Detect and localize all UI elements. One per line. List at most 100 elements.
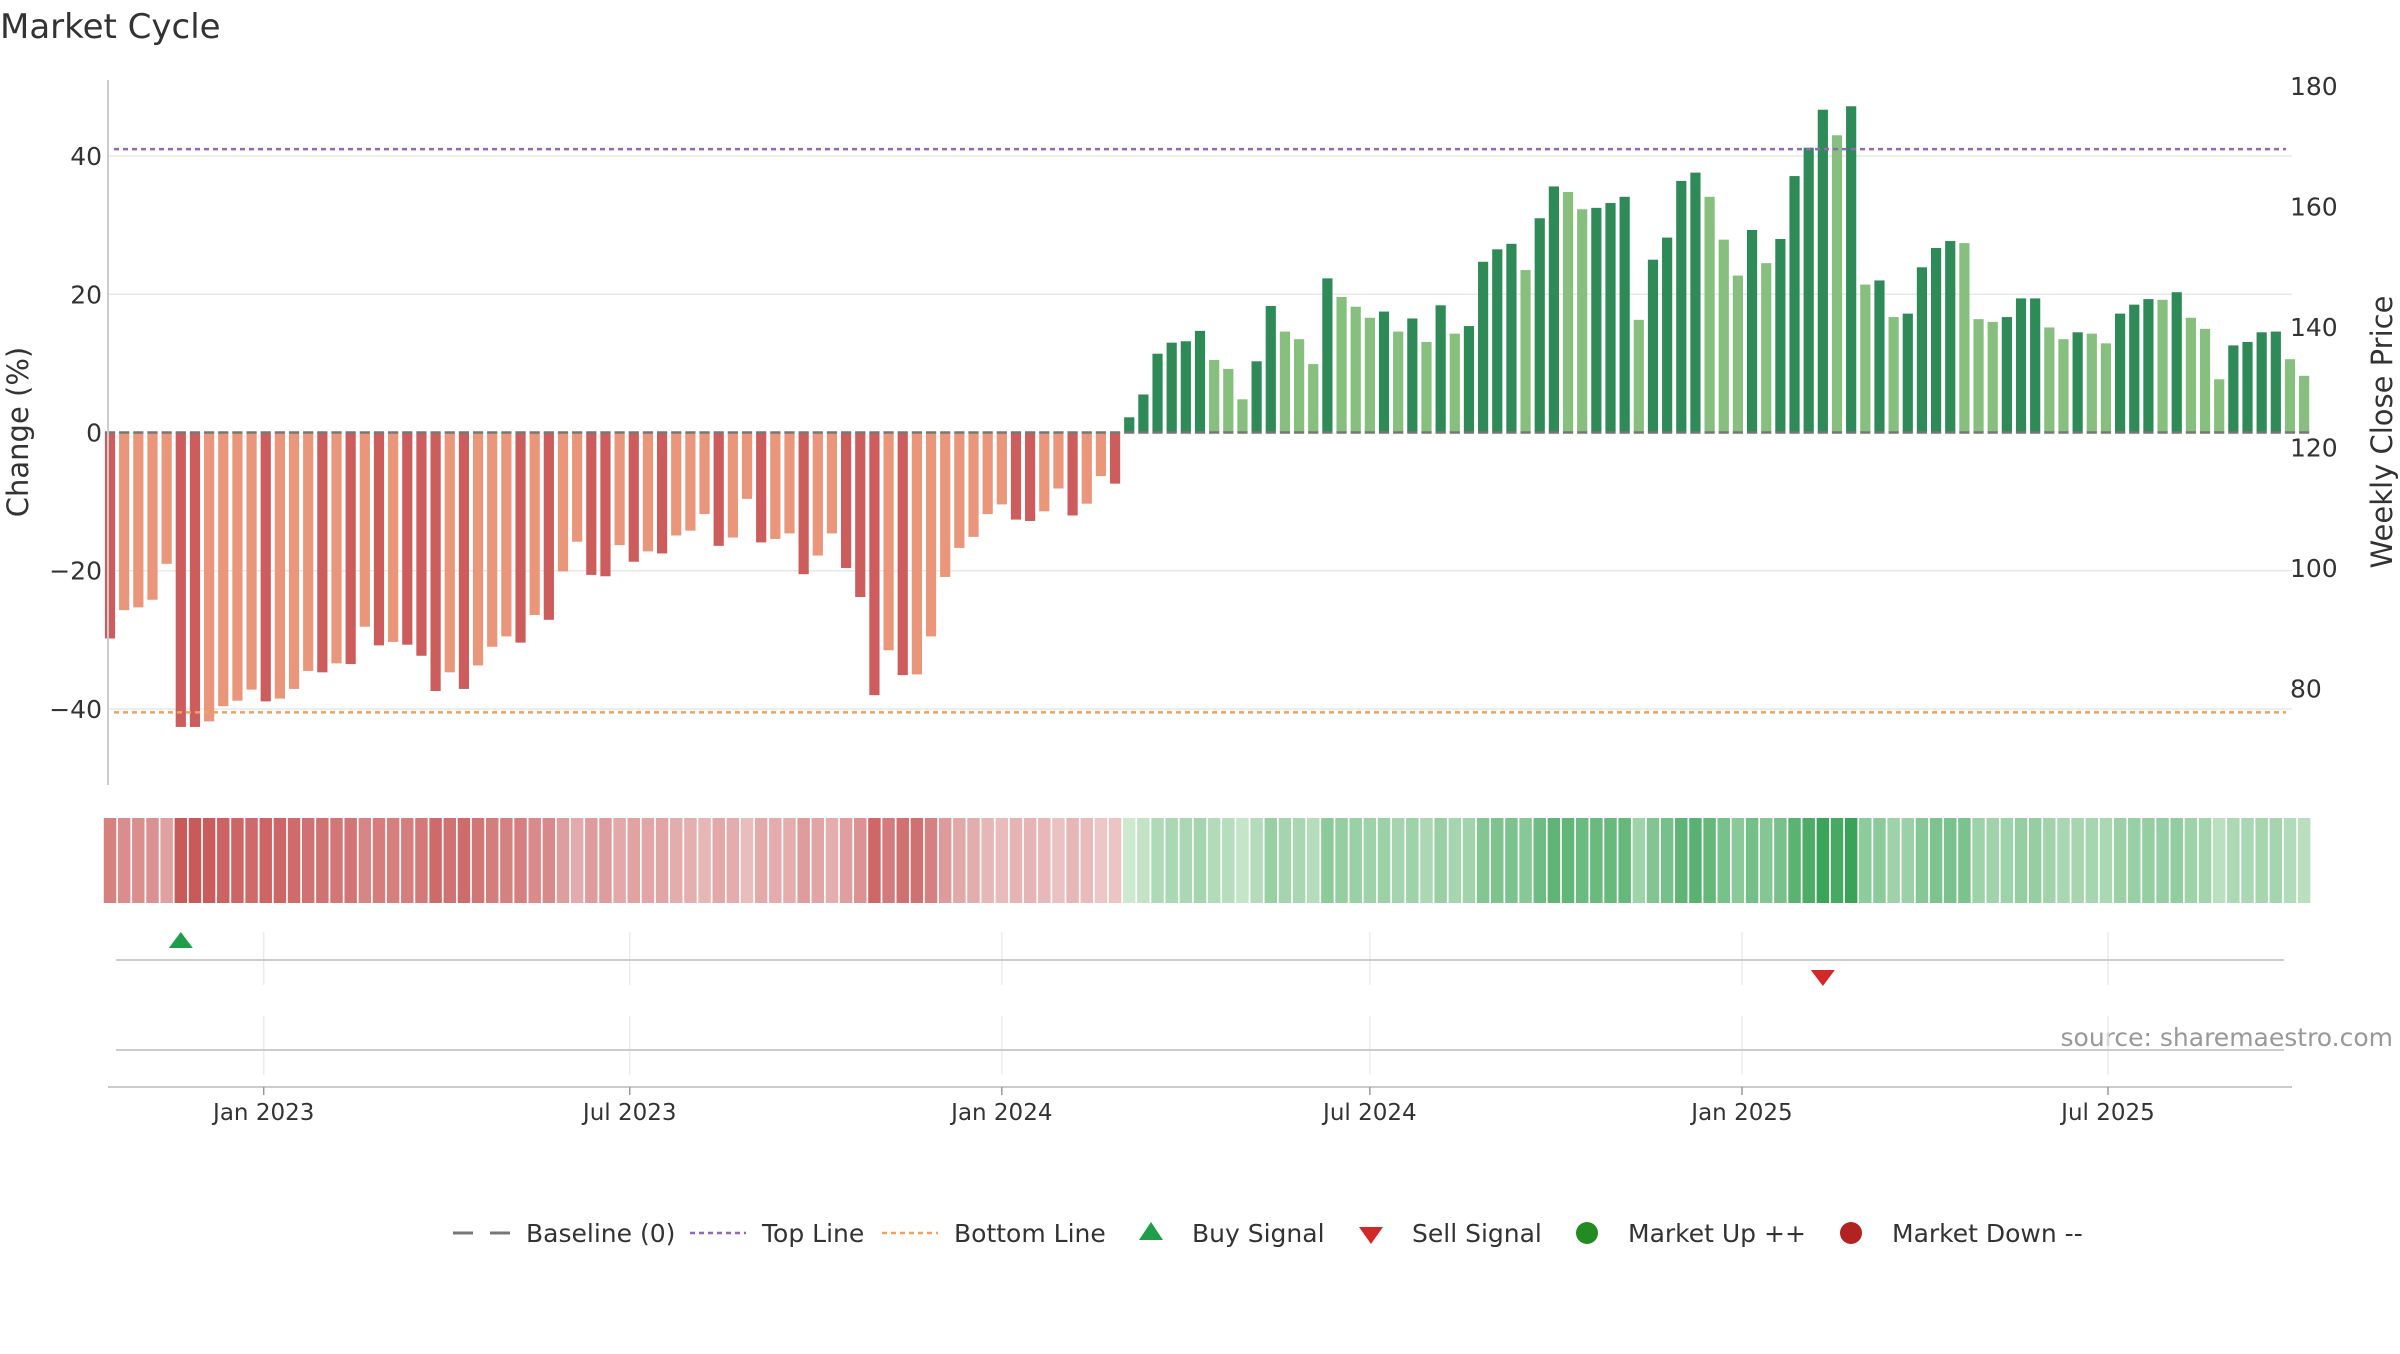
change-bar <box>1265 306 1276 433</box>
change-bar <box>2044 327 2055 433</box>
heat-cell <box>231 818 244 903</box>
change-bar <box>1364 317 1375 433</box>
x-tick-label: Jan 2025 <box>1689 1100 1792 1126</box>
heat-cell <box>599 818 612 903</box>
change-bar <box>175 432 186 727</box>
signal-panel <box>116 932 2284 1051</box>
change-bar <box>1407 318 1418 433</box>
change-bar <box>288 432 300 689</box>
y-tick-label: −20 <box>49 557 102 586</box>
heat-cell <box>981 818 994 903</box>
change-bar <box>1831 135 1843 433</box>
heat-cell <box>1179 818 1193 903</box>
heat-cell <box>740 818 754 903</box>
heat-cell <box>358 818 372 903</box>
change-bar <box>2299 375 2310 433</box>
change-bar <box>940 432 951 577</box>
change-bar <box>699 432 710 515</box>
heat-cell <box>1703 818 1716 903</box>
change-bar <box>1973 319 1984 433</box>
change-bar <box>487 432 498 647</box>
change-bar <box>104 432 116 639</box>
heat-cell <box>1632 818 1646 903</box>
change-bar <box>1449 333 1460 433</box>
heat-cell <box>1745 818 1759 903</box>
heat-cell <box>882 818 895 903</box>
change-bar <box>1378 311 1390 433</box>
heat-cell <box>471 818 485 903</box>
change-bar <box>642 432 654 552</box>
change-bar <box>1520 270 1531 433</box>
heat-cell <box>160 818 173 903</box>
sell-signal-marker <box>1810 970 1835 986</box>
change-bar <box>572 432 583 542</box>
heat-cell <box>542 818 556 903</box>
heat-cell <box>684 818 697 903</box>
heat-cell <box>1250 818 1263 903</box>
change-bar <box>1039 432 1050 512</box>
heat-cell <box>1590 818 1603 903</box>
heat-cell <box>500 818 513 903</box>
heat-cell <box>924 818 938 903</box>
change-bar <box>2100 343 2112 433</box>
heat-cell <box>188 818 202 903</box>
heat-cell <box>2184 818 2198 903</box>
heat-cell <box>1066 818 1079 903</box>
heat-cell <box>1944 818 1957 903</box>
change-bar <box>2228 345 2239 433</box>
heat-cell <box>2156 818 2169 903</box>
heat-cell <box>769 818 782 903</box>
change-bar <box>897 432 908 676</box>
change-bar <box>656 432 668 554</box>
y2-tick-label: 100 <box>2290 554 2338 583</box>
heat-cell <box>1080 818 1093 903</box>
change-bar <box>855 432 866 597</box>
heat-cell <box>1476 818 1490 903</box>
heat-cell <box>712 818 725 903</box>
heat-cell <box>1561 818 1575 903</box>
change-bar <box>359 432 370 627</box>
heat-cell <box>301 818 315 903</box>
heat-cell <box>613 818 626 903</box>
heat-cell <box>2297 818 2311 903</box>
heat-cell <box>415 818 428 903</box>
heat-cell <box>1830 818 1844 903</box>
heat-cell <box>287 818 301 903</box>
change-bar <box>1209 359 1220 433</box>
heat-cell <box>896 818 909 903</box>
heat-cell <box>839 818 853 903</box>
heat-cell <box>1660 818 1674 903</box>
heat-cell <box>2128 818 2141 903</box>
change-bar <box>2030 298 2041 433</box>
heat-cell <box>1958 818 1971 903</box>
change-bar <box>600 432 611 577</box>
change-bar <box>1421 341 1432 433</box>
change-bar <box>671 432 682 536</box>
change-bar <box>1067 432 1078 516</box>
heat-cell <box>372 818 386 903</box>
change-bar <box>1704 196 1715 433</box>
change-bar <box>2199 328 2211 433</box>
change-bar <box>2185 317 2196 433</box>
heat-cell <box>641 818 655 903</box>
heat-cell <box>117 818 131 903</box>
legend-swatch-buy <box>1139 1222 1163 1240</box>
heat-cell <box>1023 818 1037 903</box>
y-axis-label: Change (%) <box>1 347 35 517</box>
change-bar <box>232 432 243 701</box>
change-bar <box>1732 275 1744 433</box>
change-bar <box>1676 180 1687 433</box>
heat-cell <box>1646 818 1660 903</box>
heat-cell <box>556 818 570 903</box>
heat-cell <box>514 818 527 903</box>
change-bar <box>784 432 795 534</box>
change-bar <box>1662 237 1673 433</box>
change-bar <box>1095 432 1107 477</box>
heat-cell <box>1363 818 1377 903</box>
change-bar <box>1789 176 1800 433</box>
change-bar <box>2284 359 2296 433</box>
change-bar <box>557 432 569 572</box>
heat-cell <box>1844 818 1858 903</box>
change-bar <box>1180 341 1191 433</box>
